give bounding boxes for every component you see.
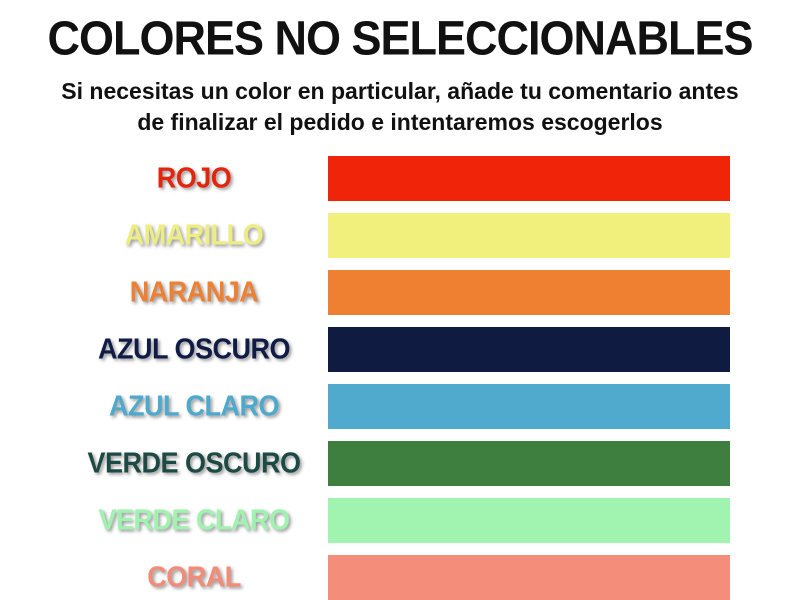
color-label: AZUL CLARO: [109, 390, 280, 422]
color-swatch: [328, 213, 730, 258]
color-label: VERDE OSCURO: [87, 447, 301, 479]
color-label-cell: ROJO: [0, 162, 328, 194]
color-row: NARANJA: [0, 270, 800, 315]
color-label: AZUL OSCURO: [97, 333, 291, 365]
color-label: NARANJA: [129, 276, 259, 308]
color-row: AZUL OSCURO: [0, 327, 800, 372]
color-swatch: [328, 498, 730, 543]
color-swatch: [328, 441, 730, 486]
subtitle-line-1: Si necesitas un color en particular, aña…: [61, 78, 739, 104]
color-row: VERDE CLARO: [0, 498, 800, 543]
color-list: ROJO AMARILLO NARANJA AZUL OSCURO AZUL CLARO…: [0, 156, 800, 600]
color-row: ROJO: [0, 156, 800, 201]
color-label: ROJO: [156, 162, 232, 194]
page-title: COLORES NO SELECCIONABLES: [47, 10, 753, 66]
color-row: CORAL: [0, 555, 800, 600]
color-swatch: [328, 156, 730, 201]
color-row: VERDE OSCURO: [0, 441, 800, 486]
color-label: AMARILLO: [124, 219, 264, 251]
color-swatch: [328, 327, 730, 372]
color-label-cell: AZUL OSCURO: [0, 333, 328, 365]
color-label-cell: AZUL CLARO: [0, 390, 328, 422]
color-notice-poster: COLORES NO SELECCIONABLES Si necesitas u…: [0, 10, 800, 600]
color-label: VERDE CLARO: [98, 504, 290, 536]
color-label-cell: VERDE CLARO: [0, 504, 328, 536]
color-row: AZUL CLARO: [0, 384, 800, 429]
color-row: AMARILLO: [0, 213, 800, 258]
subtitle-line-2: de finalizar el pedido e intentaremos es…: [137, 109, 663, 135]
color-swatch: [328, 555, 730, 600]
color-label-cell: VERDE OSCURO: [0, 447, 328, 479]
color-label-cell: CORAL: [0, 561, 328, 593]
color-swatch: [328, 384, 730, 429]
color-swatch: [328, 270, 730, 315]
page-subtitle: Si necesitas un color en particular, aña…: [0, 76, 800, 138]
color-label-cell: NARANJA: [0, 276, 328, 308]
color-label: CORAL: [147, 561, 241, 593]
color-label-cell: AMARILLO: [0, 219, 328, 251]
